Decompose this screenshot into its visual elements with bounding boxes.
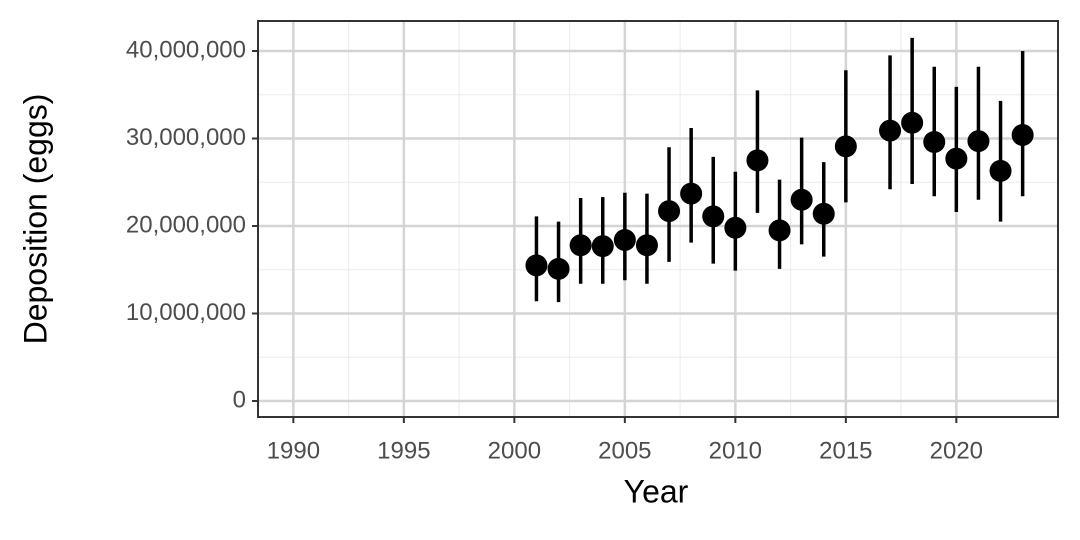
point bbox=[635, 234, 658, 257]
point bbox=[547, 257, 570, 280]
point bbox=[724, 216, 747, 239]
point bbox=[591, 235, 614, 258]
point bbox=[680, 182, 703, 205]
y-axis-title: Deposition (eggs) bbox=[17, 94, 53, 345]
y-tick-label: 40,000,000 bbox=[126, 36, 246, 63]
point bbox=[569, 234, 592, 257]
point bbox=[790, 188, 813, 211]
point bbox=[834, 135, 857, 158]
x-tick-label: 2015 bbox=[819, 437, 872, 464]
point bbox=[613, 228, 636, 251]
panel-border bbox=[257, 20, 1059, 418]
y-tick-label: 0 bbox=[233, 386, 246, 413]
x-tick-label: 1995 bbox=[377, 437, 430, 464]
point bbox=[702, 205, 725, 228]
point bbox=[989, 159, 1012, 182]
y-tick-label: 30,000,000 bbox=[126, 124, 246, 151]
point bbox=[525, 254, 548, 277]
point bbox=[746, 149, 769, 172]
y-tick-label: 10,000,000 bbox=[126, 299, 246, 326]
x-tick-label: 2020 bbox=[930, 437, 983, 464]
x-tick-label: 2005 bbox=[598, 437, 651, 464]
x-tick-label: 2000 bbox=[488, 437, 541, 464]
point bbox=[812, 202, 835, 225]
point bbox=[967, 130, 990, 153]
point bbox=[768, 219, 791, 242]
point bbox=[879, 119, 902, 142]
point bbox=[658, 200, 681, 223]
x-tick-label: 1990 bbox=[267, 437, 320, 464]
x-tick-label: 2010 bbox=[709, 437, 762, 464]
point bbox=[901, 111, 924, 134]
point bbox=[923, 131, 946, 154]
point bbox=[1011, 124, 1034, 147]
x-axis-title: Year bbox=[624, 473, 689, 509]
y-tick-label: 20,000,000 bbox=[126, 211, 246, 238]
point bbox=[945, 147, 968, 170]
